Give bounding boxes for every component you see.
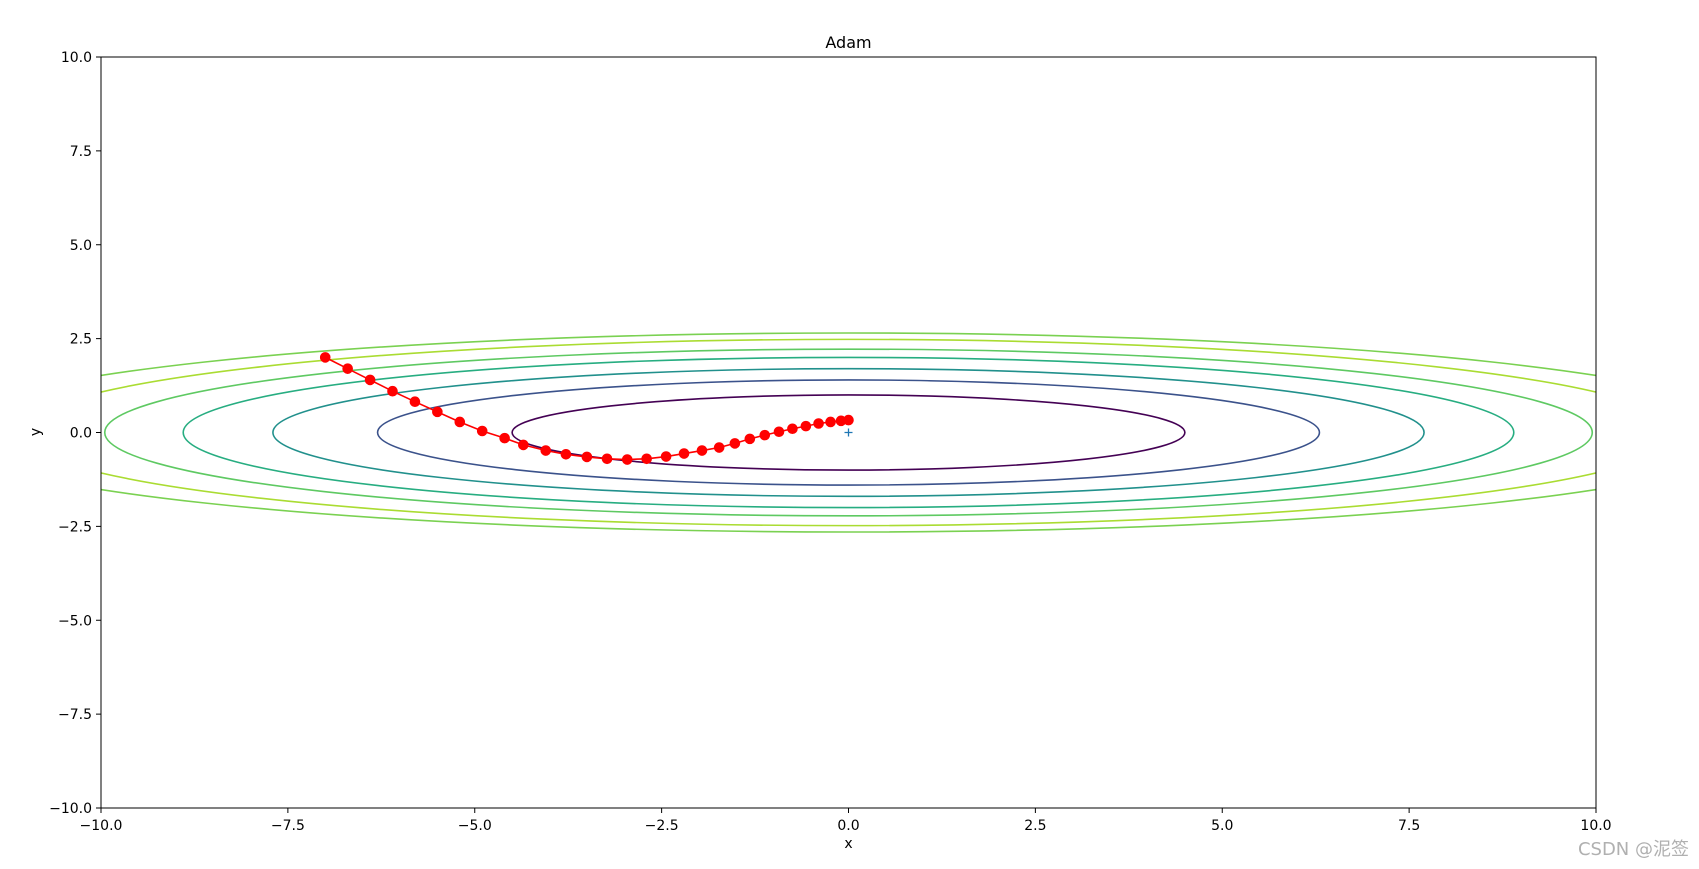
x-tick-label: 7.5 xyxy=(1398,818,1420,834)
path-point xyxy=(621,454,633,465)
minimum-marker xyxy=(844,428,853,437)
y-tick-label: 5.0 xyxy=(70,238,92,254)
x-tick-label: 2.5 xyxy=(1024,818,1046,834)
x-tick-label: 5.0 xyxy=(1211,818,1233,834)
y-tick-label: −5.0 xyxy=(58,613,92,629)
path-point xyxy=(476,425,488,437)
path-point xyxy=(387,385,398,397)
x-tick-label: −5.0 xyxy=(458,818,492,834)
y-tick-label: 7.5 xyxy=(70,144,92,160)
y-axis-label: y xyxy=(28,428,44,436)
path-point xyxy=(518,439,529,451)
chart-title: Adam xyxy=(825,33,871,52)
path-point xyxy=(319,352,331,363)
contour-line-7 xyxy=(101,332,1596,533)
y-tick-label: 2.5 xyxy=(70,332,92,348)
path-point xyxy=(744,433,756,445)
y-axis: −10.0 −7.5 −5.0 −2.5 0.0 2.5 5.0 7.5 10.0 xyxy=(49,50,101,817)
x-tick-label: −7.5 xyxy=(271,818,305,834)
path-point xyxy=(409,396,421,408)
minimum-plus-marker xyxy=(844,428,853,437)
path-point xyxy=(342,363,353,374)
path-point xyxy=(843,414,854,426)
path-point xyxy=(364,374,376,386)
x-axis: −10.0 −7.5 −5.0 −2.5 0.0 2.5 5.0 7.5 10.0 xyxy=(80,808,1612,834)
path-point xyxy=(678,448,690,459)
path-point xyxy=(759,429,771,441)
contour-line-2 xyxy=(376,379,1321,486)
y-tick-label: 10.0 xyxy=(61,50,92,66)
y-tick-label: −10.0 xyxy=(49,801,92,817)
contour-lines xyxy=(101,332,1596,533)
path-point xyxy=(499,432,510,444)
path-point xyxy=(432,406,443,418)
contour-line-1 xyxy=(511,394,1186,471)
path-point xyxy=(813,418,824,429)
contour-line-6 xyxy=(101,338,1596,527)
optimizer-path xyxy=(319,352,854,465)
path-point xyxy=(800,420,812,432)
path-point xyxy=(641,453,652,465)
x-tick-label: −10.0 xyxy=(80,818,123,834)
path-point xyxy=(540,445,552,456)
x-tick-label: 0.0 xyxy=(837,818,859,834)
path-point xyxy=(787,423,798,435)
x-tick-label: −2.5 xyxy=(645,818,679,834)
contour-line-3 xyxy=(272,367,1425,498)
contour-line-5 xyxy=(103,348,1594,517)
x-tick-label: 10.0 xyxy=(1580,818,1611,834)
path-point xyxy=(825,416,836,428)
path-point xyxy=(773,426,785,438)
path-point xyxy=(560,448,572,460)
watermark: CSDN @泥签 xyxy=(1577,839,1689,860)
path-point xyxy=(729,438,741,449)
path-point xyxy=(454,416,466,428)
path-point xyxy=(696,445,708,456)
y-tick-label: −2.5 xyxy=(58,519,92,535)
path-point xyxy=(713,442,725,453)
path-point xyxy=(601,453,613,465)
path-point xyxy=(581,451,593,463)
y-tick-label: −7.5 xyxy=(58,707,92,723)
path-point xyxy=(660,451,672,462)
x-axis-label: x xyxy=(844,836,852,852)
y-tick-label: 0.0 xyxy=(70,426,92,442)
contour-line-4 xyxy=(182,356,1515,509)
